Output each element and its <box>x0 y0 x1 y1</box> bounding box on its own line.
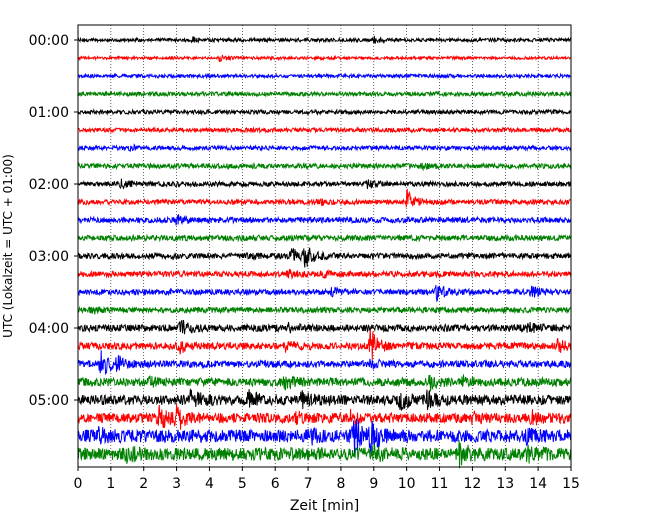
x-tick-label: 12 <box>463 476 481 492</box>
y-axis-title: UTC (Lokalzeit = UTC + 01:00) <box>1 154 15 338</box>
x-tick-label: 14 <box>529 476 547 492</box>
x-tick-label: 6 <box>271 476 280 492</box>
trace-line <box>77 178 572 190</box>
trace-line <box>77 388 572 411</box>
x-tick-label: 4 <box>205 476 214 492</box>
x-tick-label: 3 <box>172 476 181 492</box>
y-axis: 00:00 01:00 02:00 03:00 04:00 05:00 <box>29 33 78 409</box>
trace-line <box>77 72 572 80</box>
x-tick-label: 5 <box>238 476 247 492</box>
trace-line <box>77 350 572 376</box>
y-tick-label: 02:00 <box>29 177 69 193</box>
trace-line <box>77 319 572 335</box>
x-tick-label: 11 <box>431 476 449 492</box>
trace-line <box>77 247 572 268</box>
y-tick-label: 00:00 <box>29 33 69 49</box>
x-tick-label: 15 <box>562 476 580 492</box>
x-tick-label: 9 <box>369 476 378 492</box>
trace-line <box>77 374 572 392</box>
trace-line <box>78 35 572 45</box>
y-tick-label: 05:00 <box>29 393 69 409</box>
y-tick-label: 01:00 <box>29 105 69 121</box>
trace-line <box>77 214 572 226</box>
trace-line <box>77 188 572 208</box>
trace-line <box>77 161 572 172</box>
x-axis-title: Zeit [min] <box>290 498 359 514</box>
trace-line <box>77 108 572 116</box>
x-tick-label: 0 <box>74 476 83 492</box>
trace-line <box>77 418 572 457</box>
trace-line <box>77 126 572 135</box>
trace-line <box>77 285 572 303</box>
trace-line <box>77 403 572 430</box>
x-tick-label: 13 <box>496 476 514 492</box>
trace-line <box>77 329 572 361</box>
trace-line <box>77 440 572 469</box>
trace-line <box>77 268 572 280</box>
x-tick-label: 2 <box>139 476 148 492</box>
x-tick-label: 8 <box>336 476 345 492</box>
x-tick-label: 7 <box>304 476 313 492</box>
trace-layer <box>77 35 572 469</box>
x-tick-label: 10 <box>398 476 416 492</box>
x-axis: 0 1 2 3 4 5 6 7 8 9 10 11 12 13 14 15 <box>74 467 580 492</box>
y-tick-label: 03:00 <box>29 249 69 265</box>
trace-line <box>77 233 572 243</box>
x-tick-label: 1 <box>106 476 115 492</box>
plot-frame <box>77 24 572 468</box>
y-tick-label: 04:00 <box>29 321 69 337</box>
trace-line <box>77 89 572 98</box>
trace-line <box>77 143 572 153</box>
trace-line <box>77 54 572 63</box>
trace-line <box>77 305 572 315</box>
